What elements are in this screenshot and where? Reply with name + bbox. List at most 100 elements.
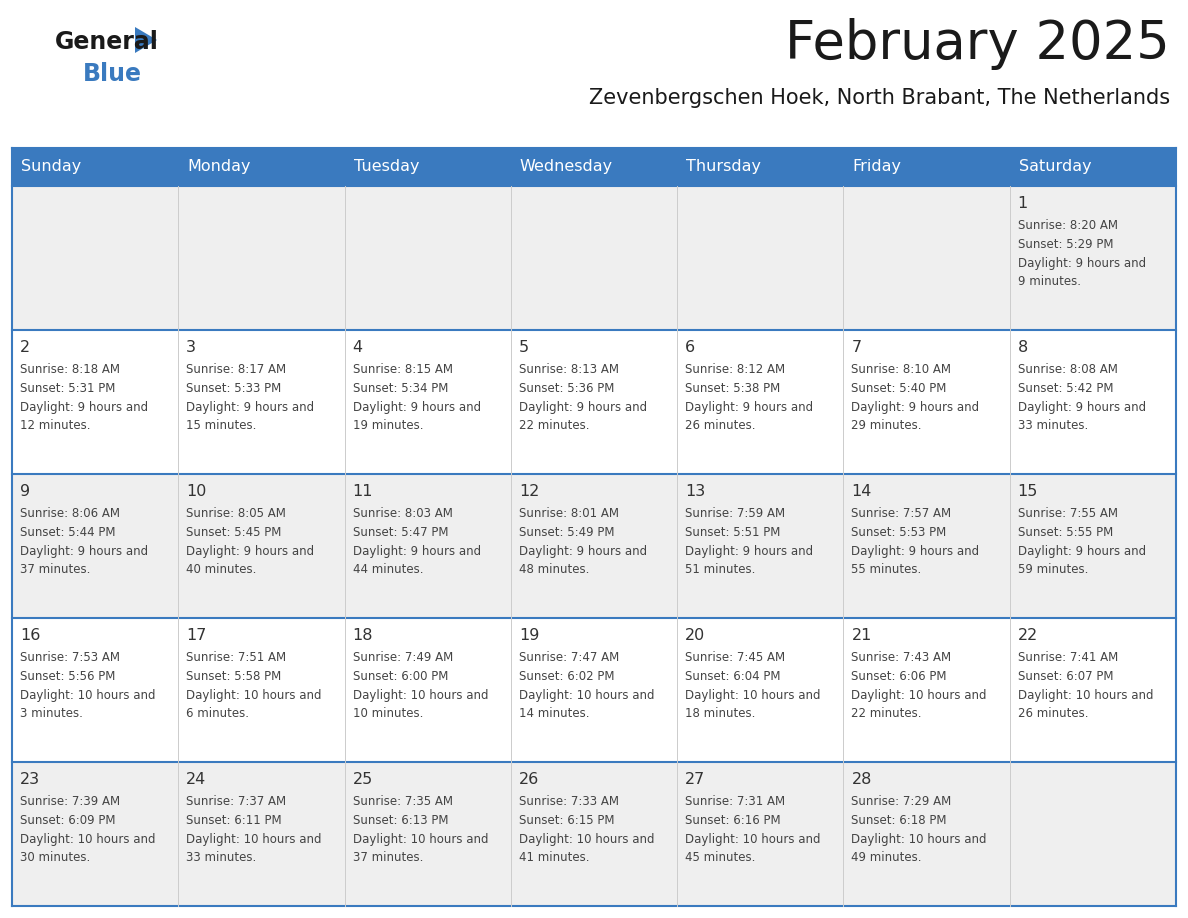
Text: 15: 15: [1018, 484, 1038, 499]
Text: 11: 11: [353, 484, 373, 499]
Text: Sunset: 5:44 PM: Sunset: 5:44 PM: [20, 526, 115, 539]
Text: 49 minutes.: 49 minutes.: [852, 851, 922, 864]
Text: Sunset: 6:02 PM: Sunset: 6:02 PM: [519, 670, 614, 683]
Text: Sunset: 5:45 PM: Sunset: 5:45 PM: [187, 526, 282, 539]
Text: Sunrise: 8:13 AM: Sunrise: 8:13 AM: [519, 363, 619, 376]
Bar: [511, 762, 677, 906]
Text: Daylight: 10 hours and: Daylight: 10 hours and: [685, 833, 821, 846]
Bar: [843, 474, 1010, 618]
Text: 45 minutes.: 45 minutes.: [685, 851, 756, 864]
Text: Sunrise: 8:18 AM: Sunrise: 8:18 AM: [20, 363, 120, 376]
Text: 14: 14: [852, 484, 872, 499]
Text: 8: 8: [1018, 340, 1028, 355]
Text: Daylight: 9 hours and: Daylight: 9 hours and: [1018, 545, 1146, 558]
Bar: [12, 618, 178, 762]
Bar: [677, 762, 843, 906]
Bar: [1010, 148, 1176, 186]
Text: Sunrise: 7:37 AM: Sunrise: 7:37 AM: [187, 795, 286, 808]
Text: 18: 18: [353, 628, 373, 643]
Text: 10 minutes.: 10 minutes.: [353, 707, 423, 720]
Text: Sunrise: 8:12 AM: Sunrise: 8:12 AM: [685, 363, 785, 376]
Text: 6 minutes.: 6 minutes.: [187, 707, 249, 720]
Text: Daylight: 9 hours and: Daylight: 9 hours and: [519, 401, 647, 414]
Text: 22: 22: [1018, 628, 1038, 643]
Bar: [677, 474, 843, 618]
Text: Sunrise: 8:20 AM: Sunrise: 8:20 AM: [1018, 219, 1118, 232]
Text: Sunset: 5:34 PM: Sunset: 5:34 PM: [353, 382, 448, 395]
Text: Tuesday: Tuesday: [354, 160, 419, 174]
Text: 14 minutes.: 14 minutes.: [519, 707, 589, 720]
Text: Daylight: 10 hours and: Daylight: 10 hours and: [20, 833, 156, 846]
Text: Sunrise: 8:17 AM: Sunrise: 8:17 AM: [187, 363, 286, 376]
Text: Zevenbergschen Hoek, North Brabant, The Netherlands: Zevenbergschen Hoek, North Brabant, The …: [589, 88, 1170, 108]
Text: 23: 23: [20, 772, 40, 787]
Text: 37 minutes.: 37 minutes.: [353, 851, 423, 864]
Bar: [345, 330, 511, 474]
Text: Sunrise: 7:43 AM: Sunrise: 7:43 AM: [852, 651, 952, 664]
Bar: [178, 474, 345, 618]
Bar: [1010, 330, 1176, 474]
Bar: [511, 618, 677, 762]
Text: Sunrise: 7:57 AM: Sunrise: 7:57 AM: [852, 507, 952, 520]
Text: 4: 4: [353, 340, 362, 355]
Text: Sunset: 5:36 PM: Sunset: 5:36 PM: [519, 382, 614, 395]
Bar: [345, 474, 511, 618]
Text: 33 minutes.: 33 minutes.: [187, 851, 257, 864]
Bar: [178, 148, 345, 186]
Text: Sunset: 5:53 PM: Sunset: 5:53 PM: [852, 526, 947, 539]
Text: Sunset: 5:42 PM: Sunset: 5:42 PM: [1018, 382, 1113, 395]
Text: Daylight: 9 hours and: Daylight: 9 hours and: [20, 401, 148, 414]
Text: Daylight: 10 hours and: Daylight: 10 hours and: [685, 689, 821, 702]
Bar: [677, 186, 843, 330]
Text: Sunset: 5:47 PM: Sunset: 5:47 PM: [353, 526, 448, 539]
Bar: [12, 330, 178, 474]
Bar: [12, 148, 178, 186]
Text: Sunrise: 7:33 AM: Sunrise: 7:33 AM: [519, 795, 619, 808]
Text: Daylight: 9 hours and: Daylight: 9 hours and: [685, 401, 814, 414]
Text: Saturday: Saturday: [1019, 160, 1092, 174]
Text: 40 minutes.: 40 minutes.: [187, 563, 257, 576]
Bar: [511, 186, 677, 330]
Bar: [677, 330, 843, 474]
Bar: [843, 148, 1010, 186]
Bar: [1010, 618, 1176, 762]
Text: Daylight: 10 hours and: Daylight: 10 hours and: [187, 833, 322, 846]
Bar: [178, 186, 345, 330]
Text: Sunset: 6:00 PM: Sunset: 6:00 PM: [353, 670, 448, 683]
Text: Sunset: 6:13 PM: Sunset: 6:13 PM: [353, 814, 448, 827]
Text: 24: 24: [187, 772, 207, 787]
Text: Sunset: 6:07 PM: Sunset: 6:07 PM: [1018, 670, 1113, 683]
Text: Sunrise: 7:39 AM: Sunrise: 7:39 AM: [20, 795, 120, 808]
Text: 12 minutes.: 12 minutes.: [20, 419, 90, 432]
Text: Daylight: 10 hours and: Daylight: 10 hours and: [187, 689, 322, 702]
Text: Friday: Friday: [853, 160, 902, 174]
Bar: [677, 618, 843, 762]
Text: Sunset: 5:29 PM: Sunset: 5:29 PM: [1018, 238, 1113, 251]
Bar: [511, 148, 677, 186]
Text: 22 minutes.: 22 minutes.: [852, 707, 922, 720]
Text: 20: 20: [685, 628, 706, 643]
Text: Sunset: 5:55 PM: Sunset: 5:55 PM: [1018, 526, 1113, 539]
Text: Daylight: 10 hours and: Daylight: 10 hours and: [852, 833, 987, 846]
Text: 12: 12: [519, 484, 539, 499]
Polygon shape: [135, 27, 157, 53]
Bar: [345, 618, 511, 762]
Text: Sunrise: 7:47 AM: Sunrise: 7:47 AM: [519, 651, 619, 664]
Bar: [843, 330, 1010, 474]
Text: Daylight: 10 hours and: Daylight: 10 hours and: [20, 689, 156, 702]
Bar: [843, 618, 1010, 762]
Text: Sunset: 6:18 PM: Sunset: 6:18 PM: [852, 814, 947, 827]
Text: Sunrise: 7:41 AM: Sunrise: 7:41 AM: [1018, 651, 1118, 664]
Text: 6: 6: [685, 340, 695, 355]
Text: Sunset: 5:33 PM: Sunset: 5:33 PM: [187, 382, 282, 395]
Text: Sunrise: 8:03 AM: Sunrise: 8:03 AM: [353, 507, 453, 520]
Text: Sunset: 6:15 PM: Sunset: 6:15 PM: [519, 814, 614, 827]
Text: 41 minutes.: 41 minutes.: [519, 851, 589, 864]
Text: Daylight: 9 hours and: Daylight: 9 hours and: [852, 401, 980, 414]
Text: Daylight: 10 hours and: Daylight: 10 hours and: [353, 833, 488, 846]
Bar: [345, 762, 511, 906]
Bar: [843, 762, 1010, 906]
Text: Sunrise: 7:35 AM: Sunrise: 7:35 AM: [353, 795, 453, 808]
Text: 29 minutes.: 29 minutes.: [852, 419, 922, 432]
Text: Sunrise: 8:05 AM: Sunrise: 8:05 AM: [187, 507, 286, 520]
